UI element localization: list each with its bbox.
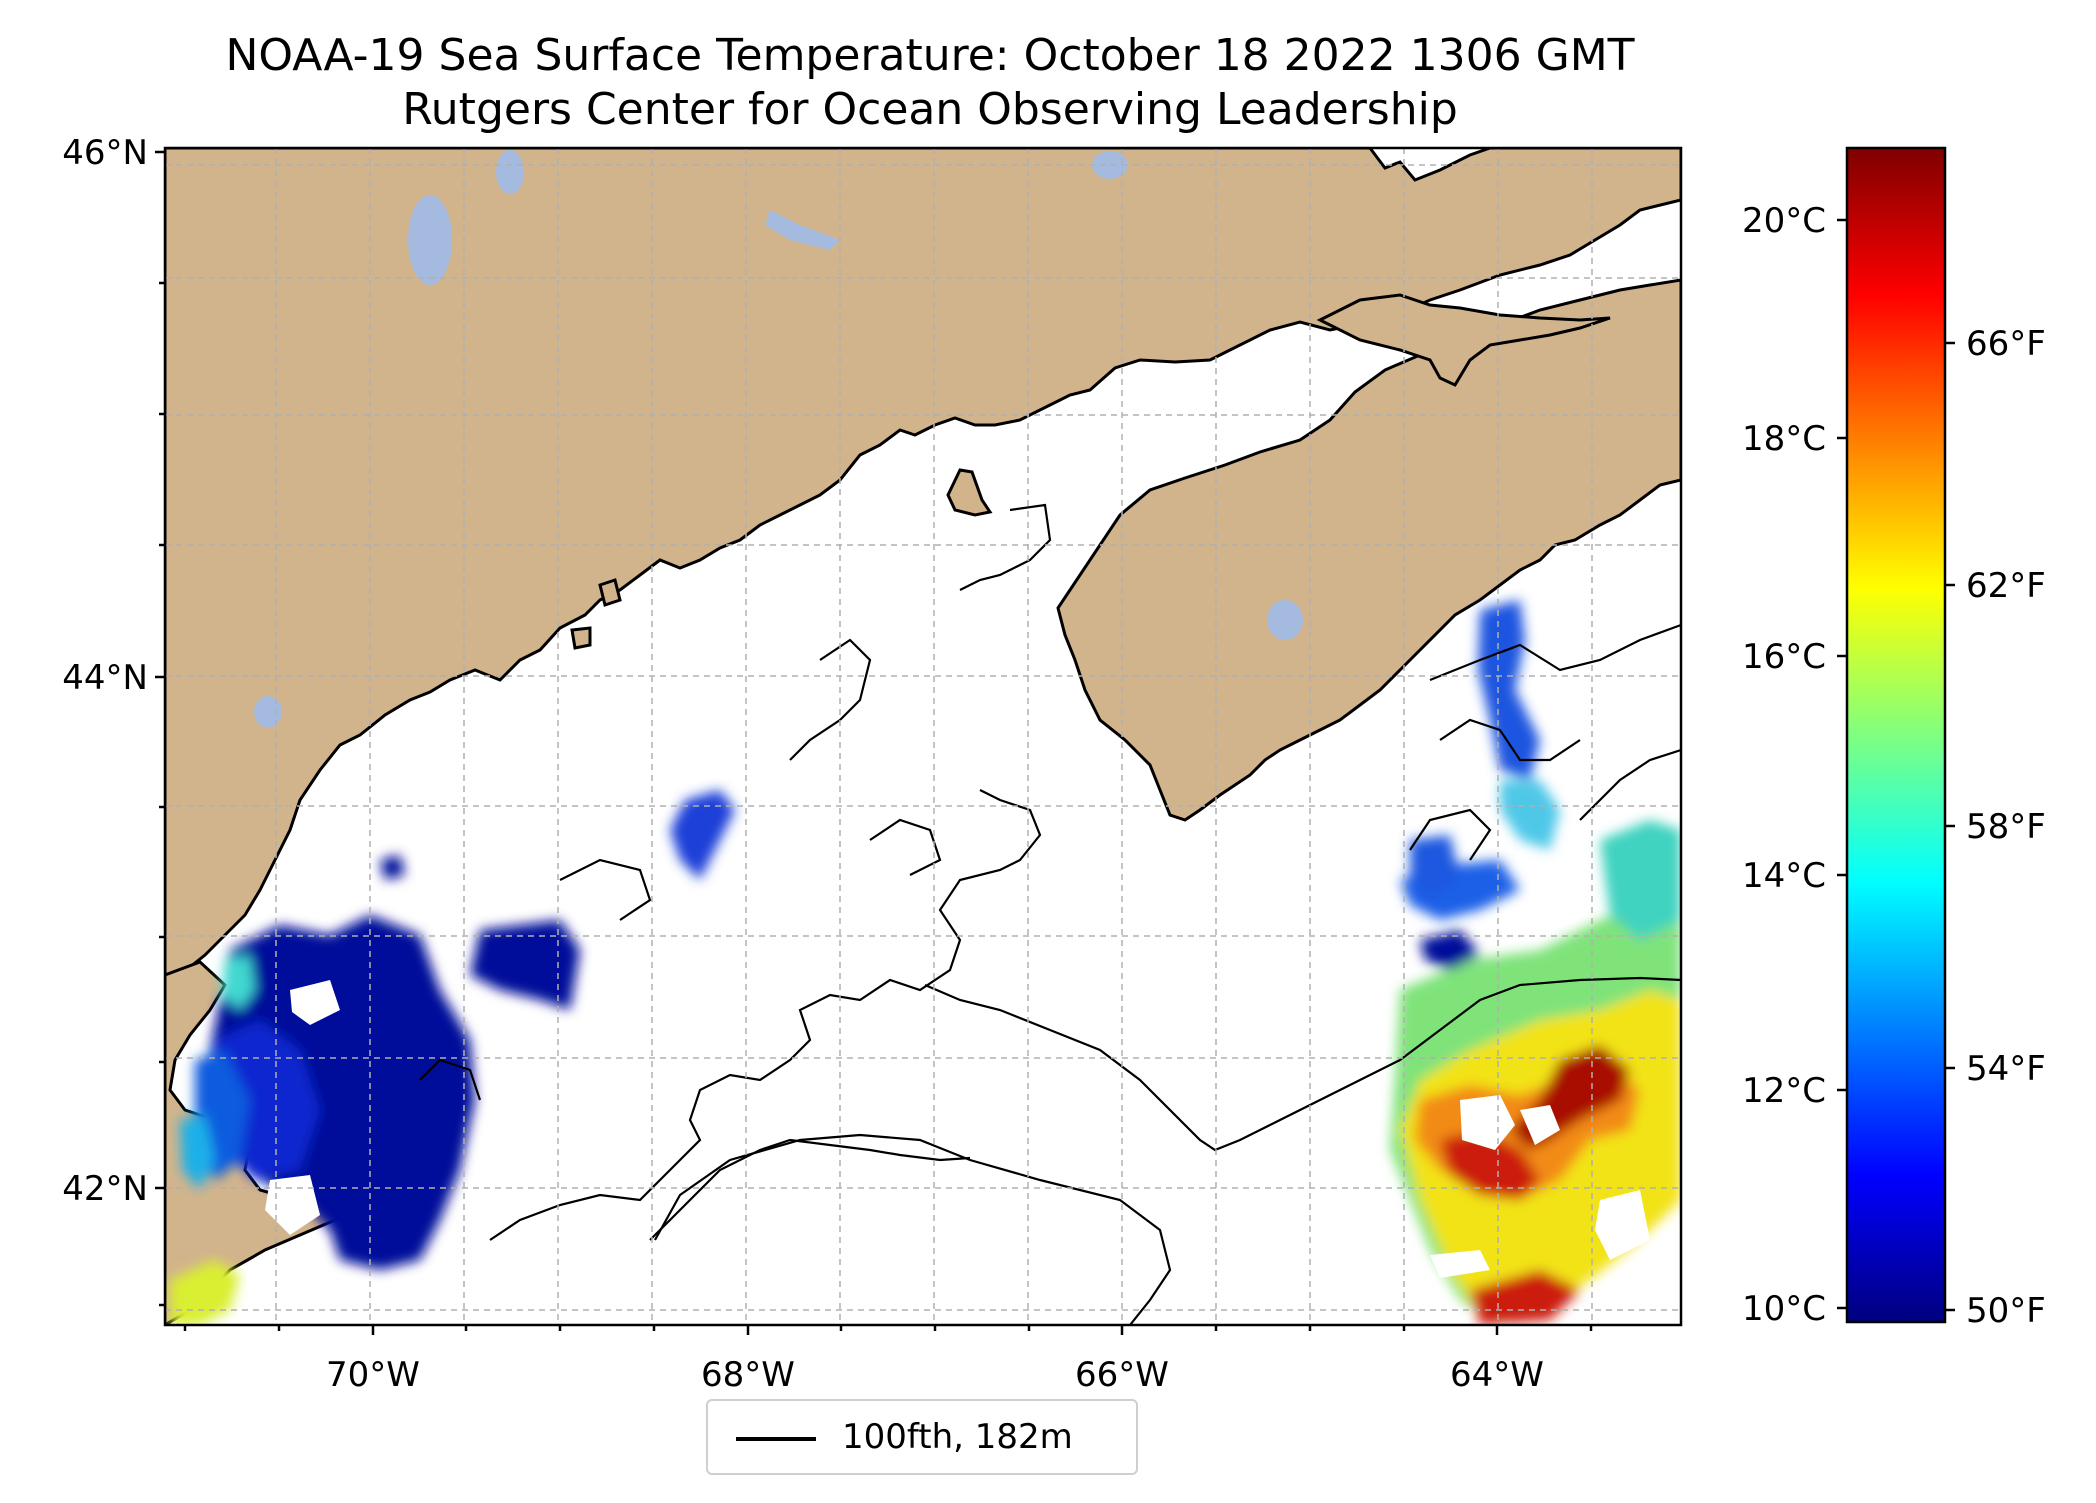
legend-label: 100fth, 182m [842,1417,1073,1457]
contour-100fth [419,503,1681,1325]
colorbar-fahrenheit-label: 54°F [1966,1049,2046,1089]
lake [1267,600,1303,640]
lat-ticks [155,150,165,1307]
lake [254,696,282,728]
figure-title: NOAA-19 Sea Surface Temperature: October… [225,30,1635,81]
lat-tick-label: 46°N [62,133,148,173]
lake [765,210,840,250]
colorbar-fahrenheit-ticks [1945,341,1955,1312]
colorbar-celsius-label: 10°C [1742,1289,1826,1329]
land-nova-scotia [1056,278,1681,822]
cloud-gap [1460,1095,1515,1150]
colorbar-celsius-label: 12°C [1742,1071,1826,1111]
lat-tick-label: 42°N [62,1169,148,1209]
cloud-gap [1520,1105,1560,1145]
colorbar-celsius-label: 14°C [1742,856,1826,896]
land-pei [1316,293,1611,387]
colorbar-fahrenheit-label: 66°F [1966,324,2046,364]
cloud-gap [290,980,340,1025]
figure-subtitle: Rutgers Center for Ocean Observing Leade… [402,84,1458,135]
sst-cape-patch [170,1260,240,1325]
legend-line-swatch [736,1437,816,1441]
cloud-gap [1595,1190,1650,1260]
map-gridlines [165,148,1681,1325]
colorbar-fahrenheit-label: 62°F [1966,566,2046,606]
lon-tick-label: 66°W [1075,1355,1169,1395]
lat-tick-label: 44°N [62,658,148,698]
lake [1092,151,1128,179]
land-island [570,626,592,650]
lon-tick-label: 64°W [1450,1355,1544,1395]
colorbar-celsius-label: 20°C [1742,201,1826,241]
cloud-gap [1430,1250,1490,1278]
colorbar [1845,146,1947,1324]
colorbar-celsius-ticks [1837,218,1847,1310]
colorbar-fahrenheit-label: 58°F [1966,807,2046,847]
colorbar-celsius-label: 16°C [1742,637,1826,677]
land-island [598,578,622,607]
map-frame [163,146,1683,1327]
lon-ticks [183,1325,1593,1335]
lake [408,195,452,285]
colorbar-fahrenheit-label: 50°F [1966,1291,2046,1331]
lon-tick-label: 68°W [701,1355,795,1395]
legend: 100fth, 182m [706,1399,1138,1475]
cloud-gap [265,1175,320,1235]
lon-tick-label: 70°W [326,1355,420,1395]
land-grand-manan [946,468,993,517]
colorbar-celsius-label: 18°C [1742,419,1826,459]
land-mainland [165,148,1681,982]
lake [496,150,524,194]
